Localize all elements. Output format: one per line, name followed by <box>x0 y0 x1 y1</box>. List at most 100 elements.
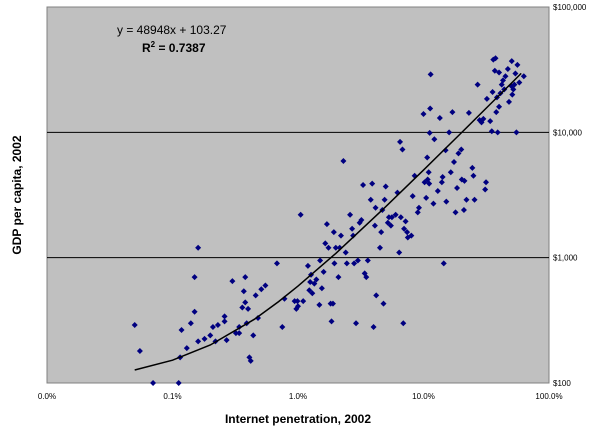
data-point <box>322 240 329 247</box>
data-point <box>498 81 505 88</box>
data-point <box>328 318 335 325</box>
data-point <box>242 299 249 306</box>
data-point <box>360 182 367 189</box>
data-point <box>342 249 349 256</box>
data-point <box>483 95 490 102</box>
data-point <box>221 313 228 320</box>
data-point <box>250 332 257 339</box>
data-point <box>496 103 503 110</box>
data-point <box>187 320 194 327</box>
data-point <box>371 222 378 229</box>
data-point <box>150 380 157 386</box>
data-point <box>424 154 431 161</box>
data-point <box>409 193 416 200</box>
y-tick-label: $100 <box>553 379 571 388</box>
data-point <box>313 276 320 283</box>
gridlines <box>47 131 549 259</box>
data-point <box>520 73 527 80</box>
data-point <box>387 222 394 229</box>
data-point <box>175 380 182 386</box>
data-point <box>489 88 496 95</box>
data-point <box>337 232 344 239</box>
data-point <box>440 260 447 267</box>
data-point <box>492 55 499 62</box>
data-point <box>474 81 481 88</box>
data-point <box>493 109 500 116</box>
data-point <box>511 81 518 88</box>
data-point <box>514 61 521 68</box>
data-point <box>358 216 365 223</box>
data-point <box>500 77 507 84</box>
data-point <box>335 274 342 281</box>
data-point <box>363 274 370 281</box>
data-point <box>178 326 185 333</box>
data-point <box>491 67 498 74</box>
data-point <box>223 337 230 344</box>
data-point <box>402 218 409 225</box>
data-point <box>349 225 356 232</box>
data-point <box>295 303 301 310</box>
data-point <box>401 225 408 232</box>
data-point <box>408 232 415 239</box>
data-point <box>380 300 387 307</box>
data-point <box>353 320 360 327</box>
data-point <box>404 229 411 236</box>
data-point <box>370 323 377 330</box>
data-point <box>438 179 445 186</box>
data-point <box>323 221 330 228</box>
data-point <box>382 183 389 190</box>
data-point <box>240 288 247 295</box>
data-point <box>396 249 403 256</box>
x-tick-label: 1.0% <box>289 392 307 401</box>
data-point <box>494 129 501 136</box>
data-point <box>221 318 228 325</box>
data-point <box>442 147 449 154</box>
data-point <box>320 268 327 275</box>
data-point <box>332 244 339 251</box>
data-point <box>318 285 325 292</box>
data-point <box>508 58 515 65</box>
data-point <box>351 260 358 267</box>
y-axis-title: GDP per capita, 2002 <box>10 135 24 255</box>
data-point <box>471 196 478 203</box>
trendline-equation: y = 48948x + 103.27 <box>117 23 227 37</box>
data-point <box>415 204 422 211</box>
data-point <box>488 128 495 135</box>
data-point <box>423 194 430 201</box>
data-point <box>247 357 254 364</box>
data-point <box>252 292 259 299</box>
data-point <box>376 244 383 251</box>
data-point <box>273 260 280 267</box>
data-point <box>436 115 443 122</box>
data-point <box>458 146 465 153</box>
data-point <box>455 150 462 157</box>
data-point <box>426 129 433 136</box>
data-point <box>195 338 202 345</box>
data-point <box>191 274 198 281</box>
data-point <box>482 186 489 193</box>
data-point <box>330 229 337 236</box>
data-point <box>430 200 437 207</box>
data-point <box>214 322 221 329</box>
data-point <box>209 323 216 330</box>
data-point <box>294 298 301 305</box>
data-point <box>487 118 494 125</box>
data-point <box>300 298 307 305</box>
data-point <box>279 323 286 330</box>
data-point <box>183 345 190 352</box>
data-point <box>414 209 421 216</box>
data-point <box>309 290 316 297</box>
data-point <box>373 292 380 299</box>
data-point <box>329 300 336 307</box>
data-point <box>367 196 374 203</box>
data-point <box>449 109 456 116</box>
data-point <box>325 244 332 251</box>
data-point <box>229 278 236 285</box>
data-point <box>195 244 202 251</box>
data-point <box>242 274 249 281</box>
data-point <box>384 219 391 226</box>
data-point <box>427 71 434 78</box>
data-point <box>434 188 441 195</box>
data-point <box>369 180 376 187</box>
data-point <box>311 280 318 287</box>
